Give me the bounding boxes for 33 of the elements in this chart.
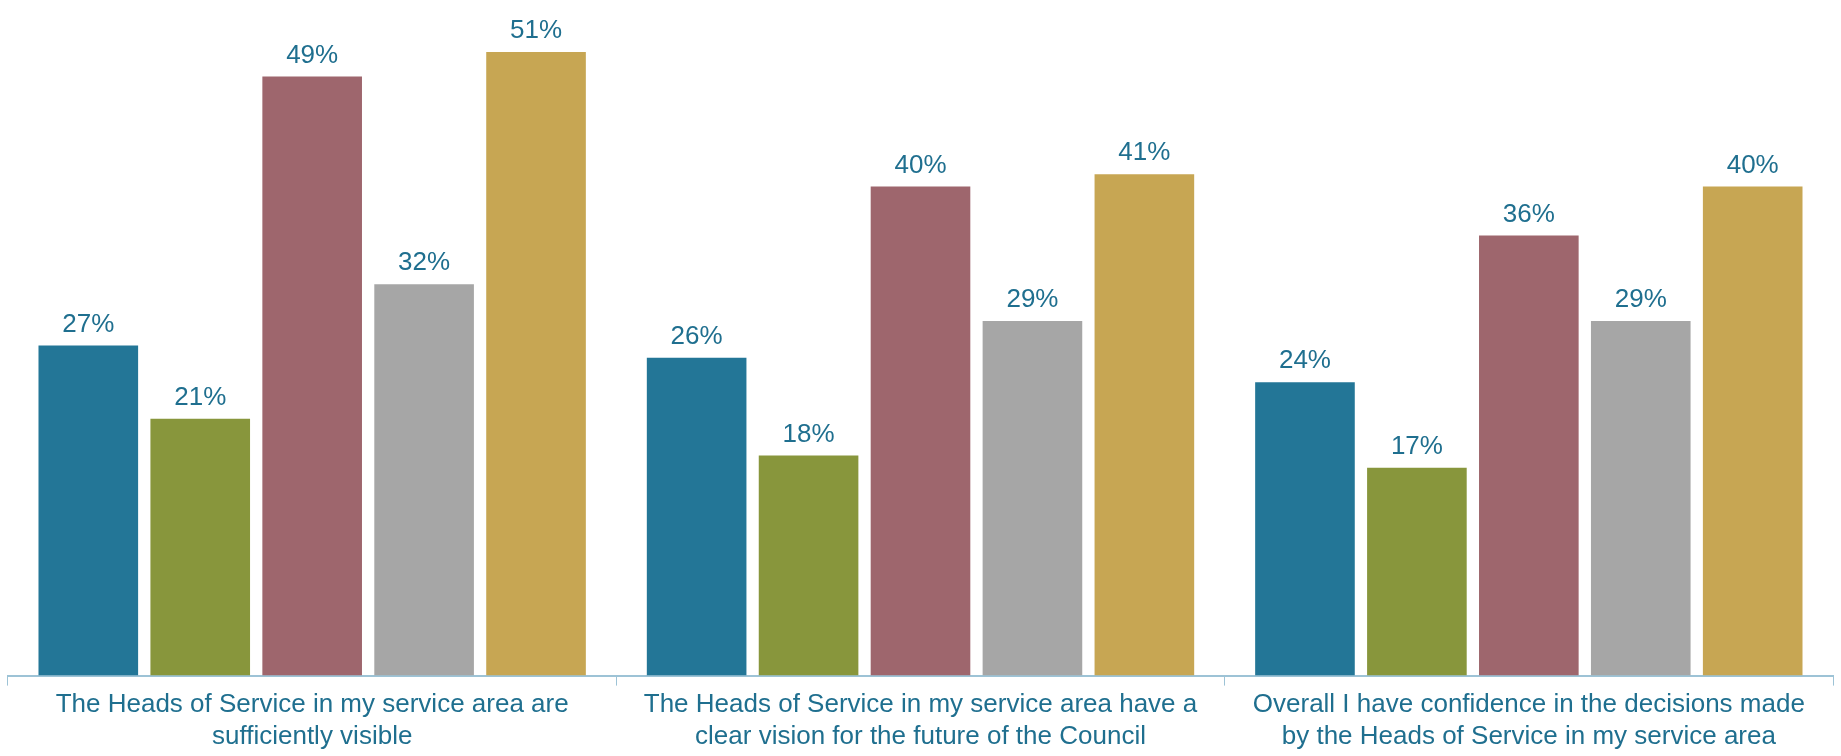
bar	[870, 186, 971, 676]
bar	[262, 76, 362, 676]
bar	[38, 345, 139, 676]
bar	[486, 52, 586, 676]
bar	[758, 455, 859, 676]
data-label: 41%	[1118, 136, 1171, 167]
bar	[646, 357, 747, 676]
data-label: 24%	[1278, 344, 1331, 375]
data-label: 17%	[1390, 429, 1443, 460]
data-label: 29%	[1006, 283, 1059, 314]
bar	[1367, 467, 1467, 676]
bar	[1255, 382, 1355, 676]
bar	[150, 418, 251, 676]
bar	[1479, 235, 1579, 676]
bar	[1590, 321, 1691, 676]
data-label: 27%	[62, 307, 115, 338]
x-tick-label: The Heads of Service in my service area are sufficiently visible	[55, 688, 569, 750]
data-label: 21%	[174, 381, 227, 411]
bar	[1702, 186, 1803, 676]
data-label: 40%	[1726, 148, 1779, 179]
data-label: 40%	[894, 148, 947, 179]
bar	[1094, 174, 1195, 676]
data-label: 32%	[398, 246, 451, 277]
x-tick-label: Overall I have confidence in the decisions made by the Heads of Service in my service area	[1252, 688, 1805, 750]
bar	[982, 321, 1083, 676]
data-label: 51%	[510, 14, 563, 45]
data-label: 29%	[1614, 283, 1667, 314]
data-label: 26%	[670, 319, 723, 350]
data-label: 49%	[286, 38, 339, 69]
data-label: 18%	[782, 417, 835, 448]
bar	[374, 284, 474, 676]
x-tick-label: The Heads of Service in my service area have a clear vision for the future of the Council	[643, 688, 1198, 750]
data-label: 36%	[1502, 197, 1555, 228]
